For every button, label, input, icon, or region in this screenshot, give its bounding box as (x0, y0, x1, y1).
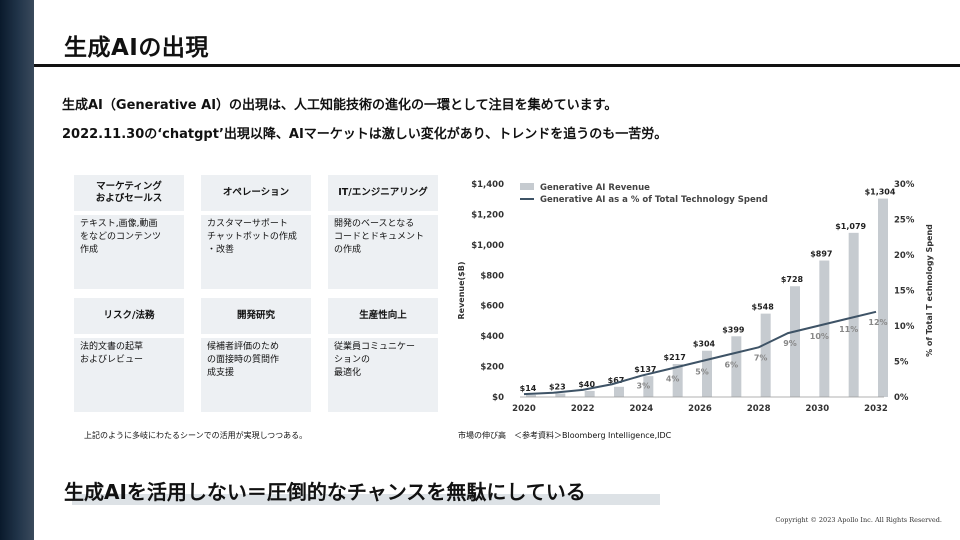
card-body: 従業員コミュニケー ションの 最適化 (328, 338, 438, 412)
card-heading: マーケティング およびセールス (74, 175, 184, 211)
bar (878, 198, 888, 397)
bar (526, 394, 536, 397)
intro-line-2: 2022.11.30の‘chatgpt’出現以降、AIマーケットは激しい変化があ… (62, 127, 668, 142)
x-tick-label: 2026 (688, 404, 712, 414)
y-right-axis-label: % of Total T echnology Spend (925, 224, 934, 357)
y-right-tick-label: 5% (894, 358, 909, 368)
line-value-label: 9% (783, 339, 797, 348)
card-heading: オペレーション (201, 175, 311, 211)
line-value-label: 11% (839, 325, 858, 334)
bar-value-label: $897 (810, 250, 832, 259)
y-left-tick-label: $600 (480, 302, 504, 312)
y-left-axis-label: Revenue($B) (457, 261, 466, 319)
y-right-tick-label: 30% (894, 180, 915, 190)
x-tick-label: 2030 (805, 404, 829, 414)
y-left-tick-label: $800 (480, 271, 504, 281)
card-research: 開発研究 候補者評価のため の面接時の質問作 成支援 (201, 298, 311, 412)
y-left-tick-label: $200 (480, 363, 504, 373)
line-value-label: 5% (695, 368, 709, 377)
bar-value-label: $137 (634, 365, 656, 374)
line-value-label: 12% (868, 318, 887, 327)
left-accent-bar (0, 0, 34, 540)
card-productivity: 生産性向上 従業員コミュニケー ションの 最適化 (328, 298, 438, 412)
bar (555, 393, 566, 397)
bar (672, 363, 683, 397)
bar-value-label: $548 (752, 303, 775, 312)
card-operations: オペレーション カスタマーサポート チャットボットの作成 ・改善 (201, 175, 311, 289)
bar-value-label: $67 (608, 376, 625, 385)
y-right-tick-label: 10% (894, 322, 915, 332)
bar-value-label: $304 (693, 340, 716, 349)
card-body: 法的文書の起草 およびレビュー (74, 338, 184, 412)
y-right-tick-label: 20% (894, 251, 915, 261)
card-heading: リスク/法務 (74, 298, 184, 334)
bar-value-label: $23 (549, 383, 566, 392)
card-body: テキスト,画像,動画 をなどのコンテンツ 作成 (74, 215, 184, 289)
bar (643, 376, 654, 397)
y-left-tick-label: $0 (492, 393, 504, 403)
bar-value-label: $40 (578, 380, 595, 389)
card-body: カスタマーサポート チャットボットの作成 ・改善 (201, 215, 311, 289)
bar (790, 286, 800, 397)
card-body: 候補者評価のため の面接時の質問作 成支援 (201, 338, 311, 412)
revenue-chart: $0 $200 $400 $600 $800 $1,000 $1,200 $1,400 0% 5%… (457, 180, 934, 414)
card-heading: 生産性向上 (328, 298, 438, 334)
line-value-label: 7% (754, 353, 768, 362)
copyright: Copyright © 2023 Apollo Inc. All Rights … (775, 516, 942, 524)
y-right-tick-label: 0% (894, 393, 909, 403)
bar (848, 232, 859, 397)
intro-line-1: 生成AI（Generative AI）の出現は、人工知能技術の進化の一環として注… (62, 98, 618, 113)
line-value-label: 3% (637, 382, 651, 391)
card-note: 上記のように多岐にわたるシーンでの活用が実現しつつある。 (84, 431, 308, 440)
bar-value-label: $399 (722, 325, 745, 334)
y-right-tick-label: 25% (894, 216, 915, 226)
x-tick-label: 2024 (629, 404, 653, 414)
y-left-tick-label: $1,200 (471, 210, 504, 220)
bar (702, 350, 712, 397)
x-tick-label: 2022 (571, 404, 595, 414)
bar-value-label: $1,079 (835, 222, 866, 231)
line-value-label: 4% (666, 375, 680, 384)
slogan-highlight (72, 494, 660, 505)
line-series (523, 310, 877, 396)
card-heading: IT/エンジニアリング (328, 175, 438, 211)
bar (731, 336, 742, 397)
card-marketing: マーケティング およびセールス テキスト,画像,動画 をなどのコンテンツ 作成 (74, 175, 184, 289)
x-tick-label: 2028 (747, 404, 771, 414)
x-tick-label: 2032 (864, 404, 888, 414)
line-value-label: 10% (810, 332, 829, 341)
card-body: 開発のベースとなる コードとドキュメント の作成 (328, 215, 438, 289)
legend-line-label: Generative AI as a % of Total Technology… (540, 195, 768, 205)
y-left-tick-label: $1,400 (471, 180, 504, 190)
y-left-tick-label: $400 (480, 332, 504, 342)
slide-title: 生成AIの出現 (64, 35, 209, 61)
slogan: 生成AIを活用しない＝圧倒的なチャンスを無駄にしている (64, 480, 586, 504)
legend-bar-label: Generative AI Revenue (540, 183, 650, 193)
x-tick-label: 2020 (512, 404, 536, 414)
legend-bar-swatch (520, 183, 534, 190)
card-risk-legal: リスク/法務 法的文書の起草 およびレビュー (74, 298, 184, 412)
bar (584, 390, 595, 397)
y-left-tick-label: $1,000 (471, 241, 504, 251)
bar (760, 313, 771, 397)
chart-source: 市場の伸び高 ＜参考資料＞Bloomberg Intelligence,IDC (458, 431, 672, 440)
bar (819, 260, 830, 397)
bar-value-label: $1,304 (865, 188, 896, 197)
card-it-engineering: IT/エンジニアリング 開発のベースとなる コードとドキュメント の作成 (328, 175, 438, 289)
card-heading: 開発研究 (201, 298, 311, 334)
title-underline (34, 64, 960, 67)
y-right-tick-label: 15% (894, 287, 915, 297)
bar-value-label: $217 (664, 353, 686, 362)
line-value-label: 6% (725, 360, 739, 369)
bar (614, 386, 624, 397)
bar-value-label: $728 (781, 275, 804, 284)
bar-value-label: $14 (520, 384, 537, 393)
